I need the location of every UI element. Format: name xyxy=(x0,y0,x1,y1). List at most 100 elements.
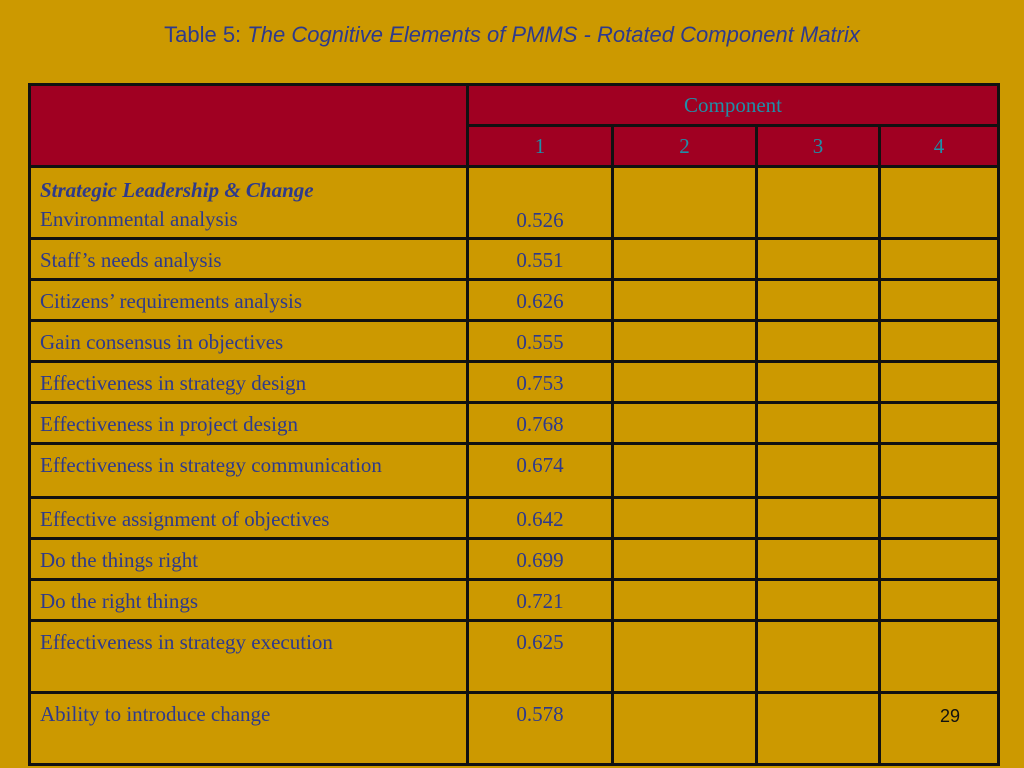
loading-c1: 0.578 xyxy=(466,691,614,766)
loading-c1: 0.551 xyxy=(466,237,614,281)
loading-c1: 0.555 xyxy=(466,319,614,363)
loading-c3 xyxy=(755,496,881,540)
row-item-label: Effectiveness in strategy communication xyxy=(40,453,382,477)
loading-value: 0.625 xyxy=(516,630,564,654)
loading-c4 xyxy=(878,401,1000,445)
row-item-cell: Staff’s needs analysis xyxy=(28,237,469,281)
loading-c2 xyxy=(611,278,758,322)
row-item-cell: Effectiveness in strategy design xyxy=(28,360,469,404)
loading-c2 xyxy=(611,319,758,363)
column-header-2: 2 xyxy=(611,124,758,168)
table-row: Do the things right 0.699 xyxy=(28,537,1000,581)
table-row: Citizens’ requirements analysis 0.626 xyxy=(28,278,1000,322)
page-number: 29 xyxy=(940,706,961,726)
loading-c3 xyxy=(755,278,881,322)
loading-c4 xyxy=(878,165,1000,240)
loading-c2 xyxy=(611,165,758,240)
table-row: Gain consensus in objectives 0.555 xyxy=(28,319,1000,363)
header-row-1: Component xyxy=(28,83,1000,168)
loading-c4 xyxy=(878,360,1000,404)
loading-c1: 0.768 xyxy=(466,401,614,445)
table-caption: The Cognitive Elements of PMMS - Rotated… xyxy=(247,22,860,47)
row-item-label: Do the things right xyxy=(40,548,199,572)
row-item-label: Effectiveness in strategy design xyxy=(40,371,307,395)
table-label: Table 5: xyxy=(164,22,242,47)
loading-c2 xyxy=(611,496,758,540)
loading-value: 0.768 xyxy=(516,412,564,436)
loading-c3 xyxy=(755,165,881,240)
header-blank-cell xyxy=(28,83,469,168)
loading-value: 0.626 xyxy=(516,289,564,313)
loading-value: 0.721 xyxy=(516,589,564,613)
row-item-cell: Effectiveness in strategy communication xyxy=(28,442,469,499)
section-title: Strategic Leadership & Change xyxy=(40,178,314,202)
loading-c3 xyxy=(755,237,881,281)
column-header-1: 1 xyxy=(466,124,614,168)
row-item-label: Environmental analysis xyxy=(40,207,238,231)
row-item-label: Effectiveness in project design xyxy=(40,412,298,436)
table-row: Effectiveness in strategy design 0.753 xyxy=(28,360,1000,404)
loading-c1: 0.721 xyxy=(466,578,614,622)
loading-c1: 0.626 xyxy=(466,278,614,322)
loading-c2 xyxy=(611,578,758,622)
loading-c3 xyxy=(755,401,881,445)
column-header-4: 4 xyxy=(878,124,1000,168)
row-item-cell: Gain consensus in objectives xyxy=(28,319,469,363)
row-item-cell: Ability to introduce change xyxy=(28,691,469,766)
row-item-cell: Effective assignment of objectives xyxy=(28,496,469,540)
row-item-label: Ability to introduce change xyxy=(40,702,271,726)
loading-c1: 0.642 xyxy=(466,496,614,540)
loading-c1: 0.674 xyxy=(466,442,614,499)
row-item-cell: Effectiveness in strategy execution xyxy=(28,619,469,694)
row-item-label: Effectiveness in strategy execution xyxy=(40,630,333,654)
table-row: Effectiveness in project design 0.768 xyxy=(28,401,1000,445)
loading-c2 xyxy=(611,537,758,581)
loading-value: 0.578 xyxy=(516,702,564,726)
loading-c2 xyxy=(611,237,758,281)
loading-c1: 0.625 xyxy=(466,619,614,694)
table-row: Effectiveness in strategy execution 0.62… xyxy=(28,619,1000,694)
loading-c3 xyxy=(755,442,881,499)
loading-c2 xyxy=(611,401,758,445)
component-header: Component xyxy=(466,83,1000,127)
loading-c2 xyxy=(611,442,758,499)
loading-c3 xyxy=(755,319,881,363)
loading-c3 xyxy=(755,619,881,694)
row-item-label: Citizens’ requirements analysis xyxy=(40,289,303,313)
loading-c1: 0.753 xyxy=(466,360,614,404)
loading-c4 xyxy=(878,578,1000,622)
loading-value: 0.699 xyxy=(516,548,564,572)
row-item-label: Do the right things xyxy=(40,589,199,613)
loading-c4 xyxy=(878,442,1000,499)
row-item-label: Effective assignment of objectives xyxy=(40,507,330,531)
loading-c4 xyxy=(878,278,1000,322)
loading-c3 xyxy=(755,691,881,766)
row-item-cell: Do the right things xyxy=(28,578,469,622)
row-item-cell: Strategic Leadership & Change Environmen… xyxy=(28,165,469,240)
loading-c1: 0.526 xyxy=(466,165,614,240)
loading-c4 xyxy=(878,691,1000,766)
row-item-label: Gain consensus in objectives xyxy=(40,330,284,354)
row-item-cell: Effectiveness in project design xyxy=(28,401,469,445)
table-row: Ability to introduce change 0.578 xyxy=(28,691,1000,766)
loading-c4 xyxy=(878,619,1000,694)
header-row-2: 1 2 3 4 xyxy=(30,124,1000,168)
row-item-cell: Citizens’ requirements analysis xyxy=(28,278,469,322)
loading-c2 xyxy=(611,619,758,694)
table-row: Effectiveness in strategy communication … xyxy=(28,442,1000,499)
loading-c2 xyxy=(611,691,758,766)
loading-c1: 0.699 xyxy=(466,537,614,581)
loading-value: 0.753 xyxy=(516,371,564,395)
rotated-component-matrix-table: Component 1 2 3 4 Strategic Leadership &… xyxy=(28,83,1000,766)
loading-value: 0.551 xyxy=(516,248,564,272)
table-row: Effective assignment of objectives 0.642 xyxy=(28,496,1000,540)
loading-c4 xyxy=(878,496,1000,540)
loading-c4 xyxy=(878,237,1000,281)
loading-c3 xyxy=(755,360,881,404)
slide-title: Table 5: The Cognitive Elements of PMMS … xyxy=(0,22,1024,48)
loading-value: 0.642 xyxy=(516,507,564,531)
loading-c3 xyxy=(755,537,881,581)
loading-c3 xyxy=(755,578,881,622)
table-row: Strategic Leadership & Change Environmen… xyxy=(28,165,1000,240)
row-item-label: Staff’s needs analysis xyxy=(40,248,222,272)
